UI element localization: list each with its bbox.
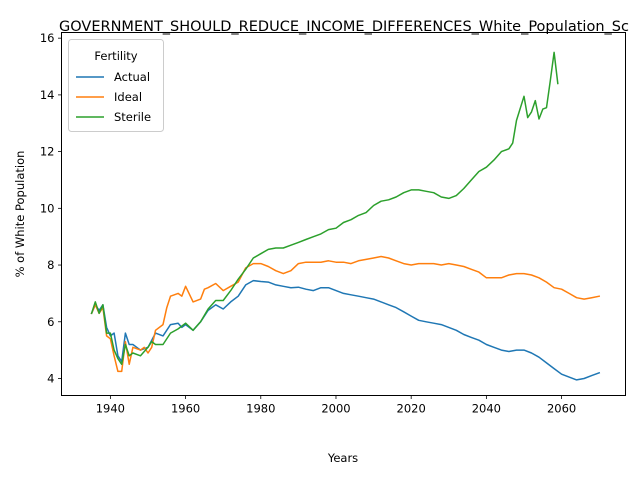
y-axis-label: % of White Population: [13, 151, 27, 278]
x-tick-label: 1960: [171, 402, 200, 416]
legend-label-ideal: Ideal: [114, 90, 142, 104]
x-tick-label: 2060: [547, 402, 576, 416]
y-tick-label: 10: [40, 201, 55, 215]
x-axis: 1940 1960 1980 2000 2020 2040 2060: [96, 395, 576, 416]
series-line-ideal: [90, 255, 601, 373]
legend-label-sterile: Sterile: [114, 110, 151, 124]
x-tick-label: 1940: [96, 402, 125, 416]
y-tick-label: 16: [40, 31, 55, 45]
y-tick-label: 4: [47, 371, 54, 385]
legend-label-actual: Actual: [114, 70, 150, 84]
series-line-actual: [90, 279, 601, 381]
legend-title: Fertility: [94, 49, 137, 63]
x-tick-label: 1980: [246, 402, 275, 416]
chart-title: GOVERNMENT_SHOULD_REDUCE_INCOME_DIFFEREN…: [59, 19, 629, 35]
y-tick-label: 14: [40, 88, 55, 102]
y-tick-label: 8: [47, 258, 54, 272]
y-tick-label: 6: [47, 315, 54, 329]
y-axis: 4 6 8 10 12 14 16: [40, 31, 62, 385]
x-tick-label: 2040: [472, 402, 501, 416]
plot-frame: [61, 32, 626, 396]
legend-box: [68, 39, 164, 132]
x-tick-label: 2020: [397, 402, 426, 416]
y-tick-label: 12: [40, 145, 55, 159]
series-line-sterile: [90, 51, 559, 366]
x-axis-label: Years: [327, 451, 358, 465]
x-tick-label: 2000: [321, 402, 350, 416]
legend: Fertility Actual Ideal Sterile: [68, 39, 164, 132]
plot-area: [90, 51, 601, 381]
